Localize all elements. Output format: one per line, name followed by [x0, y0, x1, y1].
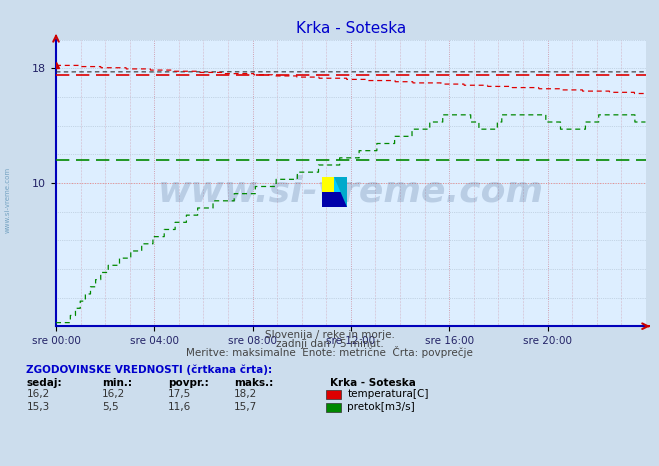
- Text: temperatura[C]: temperatura[C]: [347, 389, 429, 399]
- Text: 18,2: 18,2: [234, 389, 257, 399]
- Text: Slovenija / reke in morje.: Slovenija / reke in morje.: [264, 330, 395, 340]
- Text: www.si-vreme.com: www.si-vreme.com: [5, 167, 11, 233]
- Text: maks.:: maks.:: [234, 378, 273, 388]
- Text: sedaj:: sedaj:: [26, 378, 62, 388]
- Text: 11,6: 11,6: [168, 402, 191, 412]
- Text: min.:: min.:: [102, 378, 132, 388]
- Text: zadnji dan / 5 minut.: zadnji dan / 5 minut.: [275, 339, 384, 349]
- Text: www.si-vreme.com: www.si-vreme.com: [158, 174, 544, 208]
- Text: Meritve: maksimalne  Enote: metrične  Črta: povprečje: Meritve: maksimalne Enote: metrične Črta…: [186, 347, 473, 358]
- Text: pretok[m3/s]: pretok[m3/s]: [347, 402, 415, 412]
- Text: Krka - Soteska: Krka - Soteska: [330, 378, 415, 388]
- Text: 15,3: 15,3: [26, 402, 49, 412]
- Text: 15,7: 15,7: [234, 402, 257, 412]
- Title: Krka - Soteska: Krka - Soteska: [296, 21, 406, 36]
- Text: 16,2: 16,2: [26, 389, 49, 399]
- Text: 5,5: 5,5: [102, 402, 119, 412]
- Text: povpr.:: povpr.:: [168, 378, 209, 388]
- Text: 16,2: 16,2: [102, 389, 125, 399]
- Text: 17,5: 17,5: [168, 389, 191, 399]
- Text: ZGODOVINSKE VREDNOSTI (črtkana črta):: ZGODOVINSKE VREDNOSTI (črtkana črta):: [26, 364, 272, 375]
